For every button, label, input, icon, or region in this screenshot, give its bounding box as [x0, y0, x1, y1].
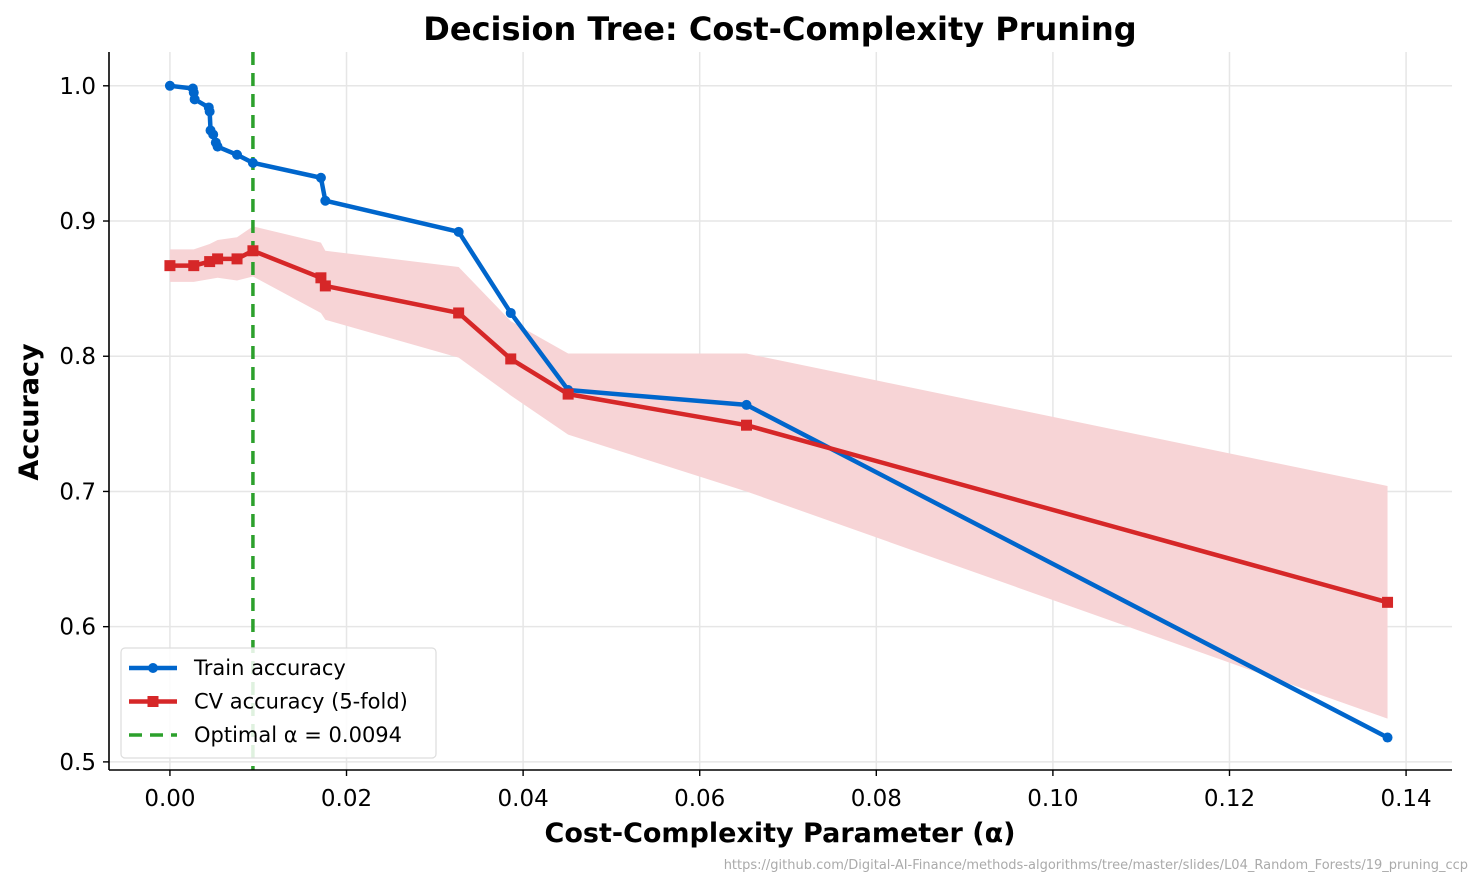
cv-accuracy-point	[188, 260, 200, 272]
cv-accuracy-point	[741, 419, 753, 431]
footer-url: https://github.com/Digital-AI-Finance/me…	[724, 858, 1468, 873]
cv-accuracy-point	[247, 245, 259, 257]
legend-marker-square	[147, 696, 159, 707]
x-tick-label: 0.12	[1204, 786, 1255, 812]
cv-confidence-band	[169, 226, 1388, 719]
train-accuracy-point	[741, 399, 752, 410]
train-accuracy-point	[232, 149, 243, 160]
legend-box	[120, 647, 437, 759]
train-accuracy-point	[315, 172, 326, 183]
train-accuracy-point	[164, 80, 175, 91]
legend-marker-circle	[148, 663, 158, 673]
series-lines	[164, 80, 1394, 743]
y-tick-label: 0.6	[59, 615, 96, 641]
x-tick-label: 0.08	[851, 786, 902, 812]
x-tick-label: 0.04	[498, 786, 549, 812]
y-tick-label: 0.8	[59, 344, 96, 370]
cv-accuracy-point	[212, 253, 224, 265]
x-tick-label: 0.14	[1380, 786, 1431, 812]
cv-accuracy-point	[204, 256, 216, 268]
train-accuracy-point	[189, 94, 200, 105]
x-tick-label: 0.10	[1027, 786, 1078, 812]
y-axis-label: Accuracy	[14, 343, 45, 481]
cv-accuracy-point	[315, 272, 327, 284]
x-tick-label: 0.06	[674, 786, 725, 812]
cv-accuracy-point	[164, 260, 176, 272]
train-accuracy-point	[505, 307, 516, 318]
y-axis-ticks: 0.5 0.6 0.7 0.8 0.9 1.0	[59, 74, 109, 776]
legend-label: Optimal α = 0.0094	[194, 723, 402, 747]
x-axis-label: Cost-Complexity Parameter (α)	[545, 818, 1016, 849]
y-tick-label: 0.9	[59, 209, 96, 235]
train-accuracy-point	[1382, 732, 1393, 743]
cv-accuracy-point	[562, 388, 574, 400]
y-tick-label: 0.7	[59, 479, 96, 505]
x-tick-label: 0.00	[144, 786, 195, 812]
legend-label: Train accuracy	[193, 656, 346, 680]
cv-confidence-band-group	[169, 226, 1388, 719]
train-accuracy-point	[212, 141, 223, 152]
cv-accuracy-point	[1382, 596, 1394, 608]
chart-title: Decision Tree: Cost-Complexity Pruning	[423, 10, 1136, 48]
x-tick-label: 0.02	[321, 786, 372, 812]
x-axis-ticks: 0.00 0.02 0.04 0.06 0.08 0.10 0.12 0.14	[144, 770, 1432, 812]
train-accuracy-point	[247, 157, 258, 168]
y-tick-label: 0.5	[59, 750, 96, 776]
cv-accuracy-point	[505, 353, 517, 365]
cv-accuracy-point	[231, 253, 243, 265]
train-accuracy-point	[204, 106, 215, 117]
legend-label: CV accuracy (5-fold)	[194, 690, 408, 714]
y-tick-label: 1.0	[59, 74, 96, 100]
legend: Train accuracy CV accuracy (5-fold) Optima…	[120, 647, 437, 759]
cv-accuracy-point	[453, 307, 465, 319]
train-accuracy-point	[208, 129, 219, 140]
train-accuracy-point	[320, 195, 331, 206]
axes	[108, 52, 1452, 771]
train-accuracy-point	[453, 226, 464, 237]
cv-accuracy-point	[319, 280, 331, 292]
